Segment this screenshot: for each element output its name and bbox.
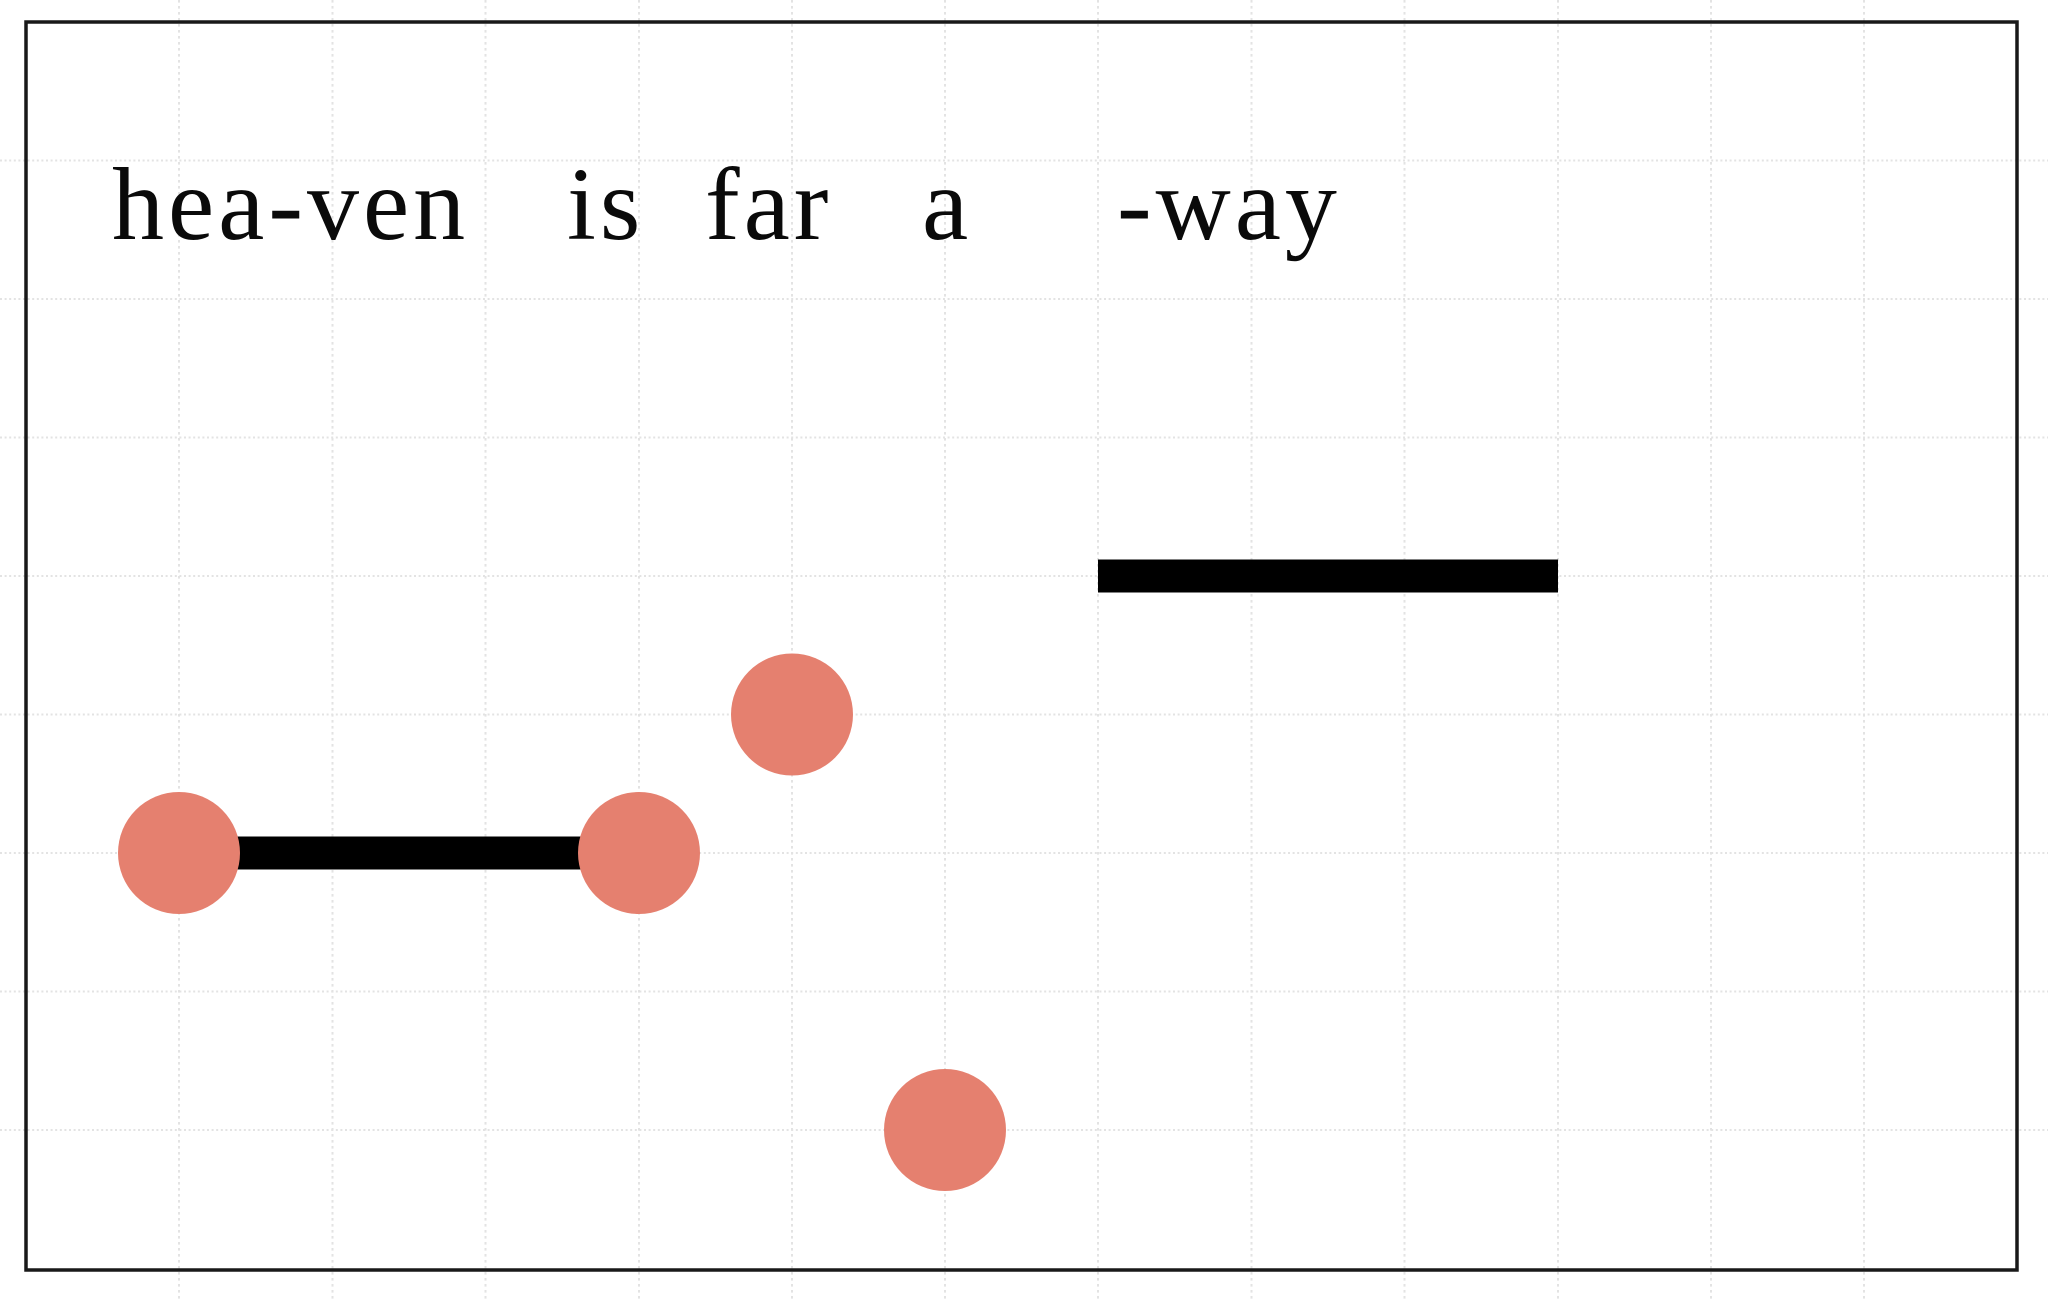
note-circle bbox=[884, 1069, 1006, 1191]
lyrics-layer: hea-ven is far a -way bbox=[112, 147, 1341, 262]
chart-border bbox=[24, 20, 2019, 1272]
note-circle bbox=[118, 792, 240, 914]
lyric-syllable-a: a bbox=[922, 147, 972, 262]
lyric-syllable-far: far bbox=[705, 147, 832, 262]
note-circle bbox=[578, 792, 700, 914]
lyric-syllable-is: is bbox=[567, 147, 644, 262]
sustained-note-bar bbox=[179, 836, 639, 870]
sustained-note-bar bbox=[1098, 559, 1558, 593]
lyric-syllable-way: -way bbox=[1117, 147, 1341, 262]
note-circle bbox=[731, 653, 853, 776]
sustained-note-bars-layer bbox=[179, 559, 1558, 870]
note-circles-layer bbox=[118, 653, 1006, 1191]
lyric-syllable-heaven: hea-ven bbox=[112, 147, 469, 262]
